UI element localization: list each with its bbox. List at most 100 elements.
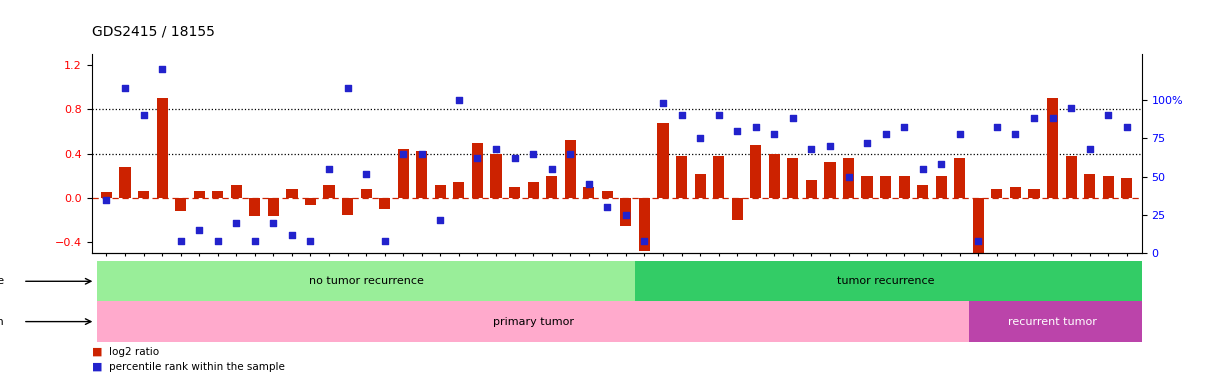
Point [1099,112,1118,118]
Bar [101,192,112,198]
Point [189,227,209,233]
Text: percentile rank within the sample: percentile rank within the sample [109,362,284,372]
Bar [731,198,742,220]
Bar [899,176,910,198]
Bar [584,187,595,198]
Bar [98,301,969,342]
Bar [824,162,835,198]
Point [560,151,580,157]
Point [597,204,617,210]
Point [968,238,988,244]
Bar [398,149,409,198]
Bar [249,198,260,216]
Bar [194,191,205,198]
Bar [471,142,484,198]
Point [950,131,969,137]
Bar [1103,176,1114,198]
Point [764,131,784,137]
Bar [842,158,853,198]
Point [542,166,562,172]
Text: specimen: specimen [0,316,5,327]
Bar [955,158,966,198]
Point [653,100,673,106]
Bar [175,198,186,211]
Point [468,155,487,161]
Point [393,151,413,157]
Bar [138,191,149,198]
Bar [769,154,780,198]
Bar [695,174,706,198]
Point [208,238,227,244]
Bar [509,187,520,198]
Bar [380,198,391,209]
Point [690,135,709,141]
Point [802,146,822,152]
Point [821,143,840,149]
Bar [862,176,873,198]
Point [987,124,1006,131]
Bar [231,185,242,198]
Point [449,97,469,103]
Point [504,155,524,161]
Bar [935,176,946,198]
Point [1043,115,1062,121]
Text: no tumor recurrence: no tumor recurrence [309,276,424,286]
Point [171,238,190,244]
Bar [1084,174,1095,198]
Point [431,217,451,223]
Bar [676,156,687,198]
Bar [305,198,316,205]
Bar [880,176,891,198]
Point [411,151,431,157]
Point [1006,131,1026,137]
Point [728,127,747,134]
Bar [342,198,353,215]
Bar [788,158,799,198]
Point [579,181,598,187]
Point [875,131,895,137]
Bar [564,140,576,198]
Point [709,112,729,118]
Point [932,161,951,167]
Bar [1048,98,1059,198]
Text: disease state: disease state [0,276,5,286]
Text: tumor recurrence: tumor recurrence [836,276,934,286]
Point [153,66,172,72]
Point [1024,115,1044,121]
Bar [435,185,446,198]
Bar [969,301,1142,342]
Text: ■: ■ [92,346,103,356]
Point [282,232,302,238]
Point [115,84,134,91]
Point [319,166,338,172]
Point [617,212,636,218]
Bar [973,198,984,265]
Point [783,115,802,121]
Point [839,174,858,180]
Bar [620,198,631,226]
Bar [212,191,223,198]
Bar [324,185,335,198]
Point [746,124,766,131]
Bar [635,261,1142,301]
Point [895,124,915,131]
Text: log2 ratio: log2 ratio [109,347,159,357]
Bar [1121,178,1132,198]
Point [227,220,247,226]
Text: GDS2415 / 18155: GDS2415 / 18155 [92,25,215,38]
Bar [657,122,669,198]
Point [300,238,320,244]
Bar [750,145,762,198]
Bar [527,182,538,198]
Bar [639,198,650,251]
Point [245,238,265,244]
Bar [491,154,502,198]
Text: ■: ■ [92,362,103,372]
Point [1061,104,1081,111]
Bar [453,182,464,198]
Bar [991,189,1002,198]
Point [524,151,543,157]
Text: primary tumor: primary tumor [492,316,574,327]
Point [96,197,116,203]
Point [672,112,691,118]
